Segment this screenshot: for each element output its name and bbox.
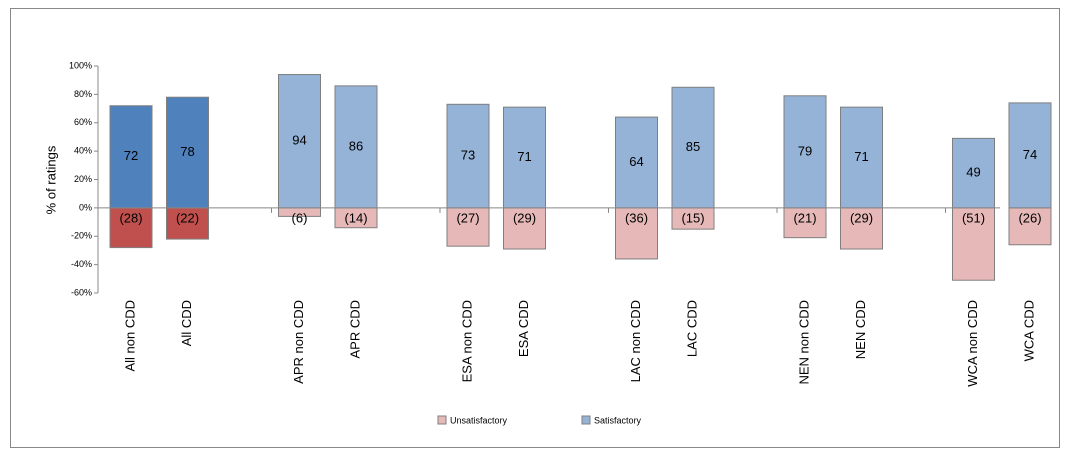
- bar: [109, 105, 153, 209]
- value-label: 73: [461, 148, 475, 163]
- x-tick-label: ESA non CDD: [459, 300, 474, 382]
- legend-swatch: [437, 415, 447, 425]
- bar: [446, 207, 490, 247]
- x-tick-label: WCA non CDD: [965, 300, 980, 387]
- bar: [166, 96, 209, 209]
- x-tick-label: NEN non CDD: [796, 300, 811, 385]
- legend-label: Satisfactory: [594, 415, 642, 425]
- x-tick-label: ESA CDD: [516, 300, 531, 357]
- bar: [615, 207, 658, 260]
- value-label: 79: [798, 143, 812, 158]
- x-tick-label: LAC non CDD: [628, 300, 643, 382]
- value-label: (29): [513, 210, 536, 225]
- bar: [503, 207, 546, 250]
- y-tick-label: 80%: [74, 89, 92, 99]
- x-tick-label: WCA CDD: [1021, 300, 1036, 361]
- value-label: 71: [517, 149, 531, 164]
- value-label: (14): [344, 210, 367, 225]
- bar: [166, 207, 209, 240]
- x-tick-label: LAC CDD: [684, 300, 699, 357]
- x-tick-label: APR CDD: [347, 300, 362, 359]
- value-label: (51): [962, 210, 985, 225]
- bar: [615, 116, 658, 209]
- y-tick-label: -40%: [71, 259, 92, 269]
- value-label: (6): [292, 210, 308, 225]
- bar: [783, 207, 827, 239]
- bar: [278, 74, 321, 209]
- x-tick-label: All non CDD: [122, 300, 137, 372]
- bar: [446, 103, 490, 209]
- bar: [840, 106, 883, 209]
- value-label: 72: [124, 148, 138, 163]
- y-tick-label: -60%: [71, 287, 92, 297]
- y-tick-label: 0%: [79, 202, 92, 212]
- value-label: (36): [625, 210, 648, 225]
- y-tick-label: 100%: [69, 60, 92, 70]
- y-tick-label: -20%: [71, 231, 92, 241]
- legend-label: Unsatisfactory: [450, 415, 508, 425]
- value-label: 71: [854, 149, 868, 164]
- value-label: (21): [793, 210, 816, 225]
- x-tick-label: NEN CDD: [853, 300, 868, 359]
- bar: [671, 86, 715, 209]
- y-tick-label: 60%: [74, 117, 92, 127]
- bar: [503, 106, 546, 209]
- value-label: (27): [456, 210, 479, 225]
- bar: [1008, 102, 1052, 209]
- value-label: (22): [176, 210, 199, 225]
- value-label: 64: [629, 154, 643, 169]
- value-label: 78: [180, 144, 194, 159]
- value-label: 49: [966, 165, 980, 180]
- value-label: (29): [850, 210, 873, 225]
- value-label: (28): [119, 210, 142, 225]
- bar: [1008, 207, 1052, 246]
- value-label: 86: [349, 138, 363, 153]
- bar: [840, 207, 883, 250]
- y-tick-label: 40%: [74, 146, 92, 156]
- value-label: 74: [1023, 147, 1037, 162]
- y-tick-label: 20%: [74, 174, 92, 184]
- x-tick-label: All CDD: [179, 300, 194, 346]
- bar: [334, 85, 378, 209]
- bar: [783, 95, 827, 209]
- value-label: (15): [681, 210, 704, 225]
- value-label: 85: [686, 139, 700, 154]
- legend-swatch: [581, 415, 591, 425]
- value-label: 94: [292, 133, 306, 148]
- value-label: (26): [1018, 210, 1041, 225]
- y-axis-label: % of ratings: [43, 145, 58, 214]
- x-tick-label: APR non CDD: [291, 300, 306, 384]
